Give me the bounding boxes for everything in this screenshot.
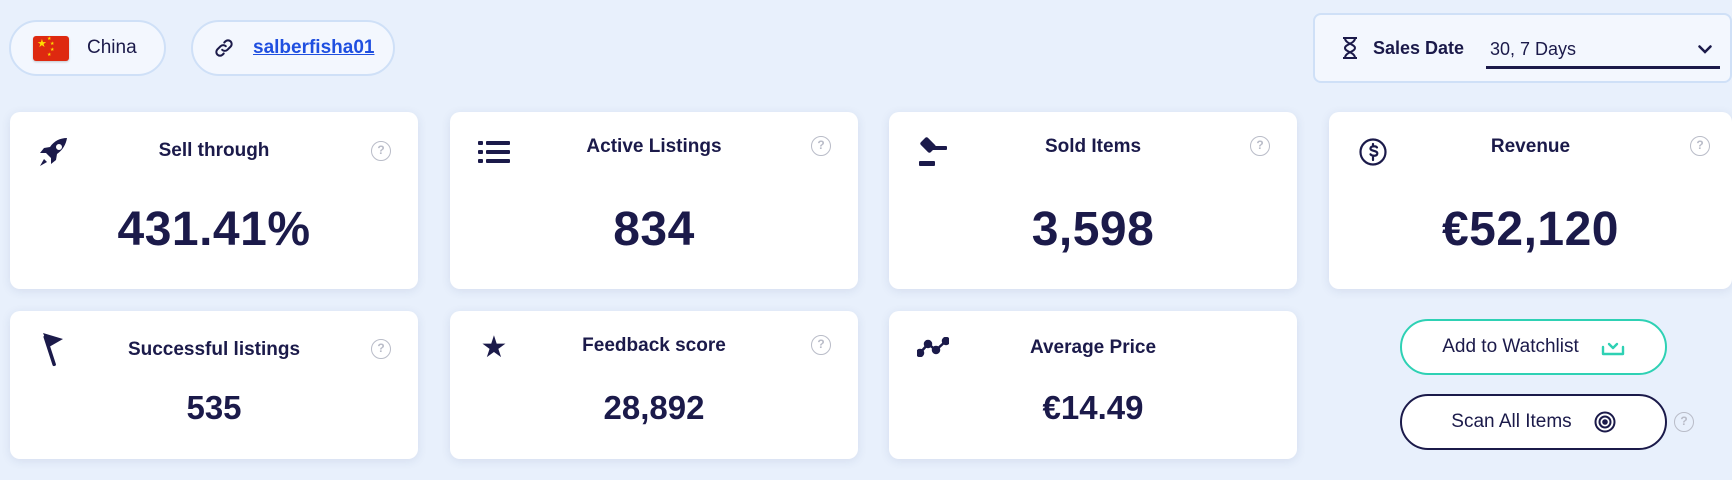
target-icon [1594, 411, 1616, 433]
link-icon [213, 37, 235, 59]
gavel-icon [915, 134, 951, 170]
active-listings-card: Active Listings ? 834 [450, 112, 858, 289]
sales-date-value: 30, 7 Days [1490, 39, 1577, 59]
sell-through-value: 431.41% [117, 203, 311, 256]
successful-listings-value: 535 [186, 389, 242, 426]
active-listings-value: 834 [613, 203, 695, 256]
seller-filter[interactable]: salberfisha01 [191, 20, 395, 76]
active-listings-title: Active Listings [586, 136, 722, 157]
feedback-score-value: 28,892 [603, 389, 705, 426]
chevron-down-icon [1698, 45, 1712, 54]
scan-all-items-button[interactable]: Scan All Items [1400, 394, 1667, 450]
hourglass-icon [1341, 37, 1359, 59]
seller-link[interactable]: salberfisha01 [253, 37, 375, 58]
rocket-icon [36, 134, 72, 170]
sell-through-title: Sell through [158, 140, 270, 161]
active-listings-help-icon[interactable]: ? [811, 136, 831, 156]
revenue-value: €52,120 [1441, 203, 1619, 256]
trend-line-icon [915, 329, 951, 365]
china-flag-icon: ★ ★ ★ ★ ★ [33, 35, 69, 61]
successful-listings-help-icon[interactable]: ? [371, 339, 391, 359]
sales-date-label: Sales Date [1373, 37, 1465, 58]
sold-items-help-icon[interactable]: ? [1250, 136, 1270, 156]
sell-through-help-icon[interactable]: ? [371, 141, 391, 161]
feedback-score-card: ★ Feedback score ? 28,892 [450, 311, 858, 459]
revenue-help-icon[interactable]: ? [1690, 136, 1710, 156]
sell-through-card: Sell through ? 431.41% [10, 112, 418, 289]
list-icon [476, 134, 512, 170]
feedback-score-help-icon[interactable]: ? [811, 335, 831, 355]
sold-items-card: Sold Items ? 3,598 [889, 112, 1297, 289]
revenue-card: Revenue ? €52,120 [1329, 112, 1732, 289]
sold-items-value: 3,598 [1031, 203, 1155, 256]
revenue-title: Revenue [1490, 136, 1571, 157]
add-to-watchlist-label: Add to Watchlist [1442, 336, 1579, 357]
star-icon: ★ [480, 330, 508, 364]
scan-help-icon[interactable]: ? [1674, 412, 1694, 432]
feedback-score-title: Feedback score [582, 335, 726, 356]
sales-date-filter: Sales Date 30, 7 Days [1313, 13, 1732, 83]
average-price-card: Average Price €14.49 [889, 311, 1297, 459]
flag-icon [36, 331, 72, 367]
inbox-download-icon [1601, 338, 1625, 356]
average-price-value: €14.49 [1042, 389, 1144, 426]
country-label: China [87, 37, 137, 58]
country-filter[interactable]: ★ ★ ★ ★ ★ China [9, 20, 166, 76]
sales-date-select[interactable]: 30, 7 Days [1486, 33, 1720, 69]
dollar-circle-icon [1355, 134, 1391, 170]
add-to-watchlist-button[interactable]: Add to Watchlist [1400, 319, 1667, 375]
scan-all-items-label: Scan All Items [1451, 411, 1572, 432]
average-price-title: Average Price [1029, 337, 1157, 358]
successful-listings-card: Successful listings ? 535 [10, 311, 418, 459]
successful-listings-title: Successful listings [127, 339, 301, 360]
sold-items-title: Sold Items [1044, 136, 1142, 157]
